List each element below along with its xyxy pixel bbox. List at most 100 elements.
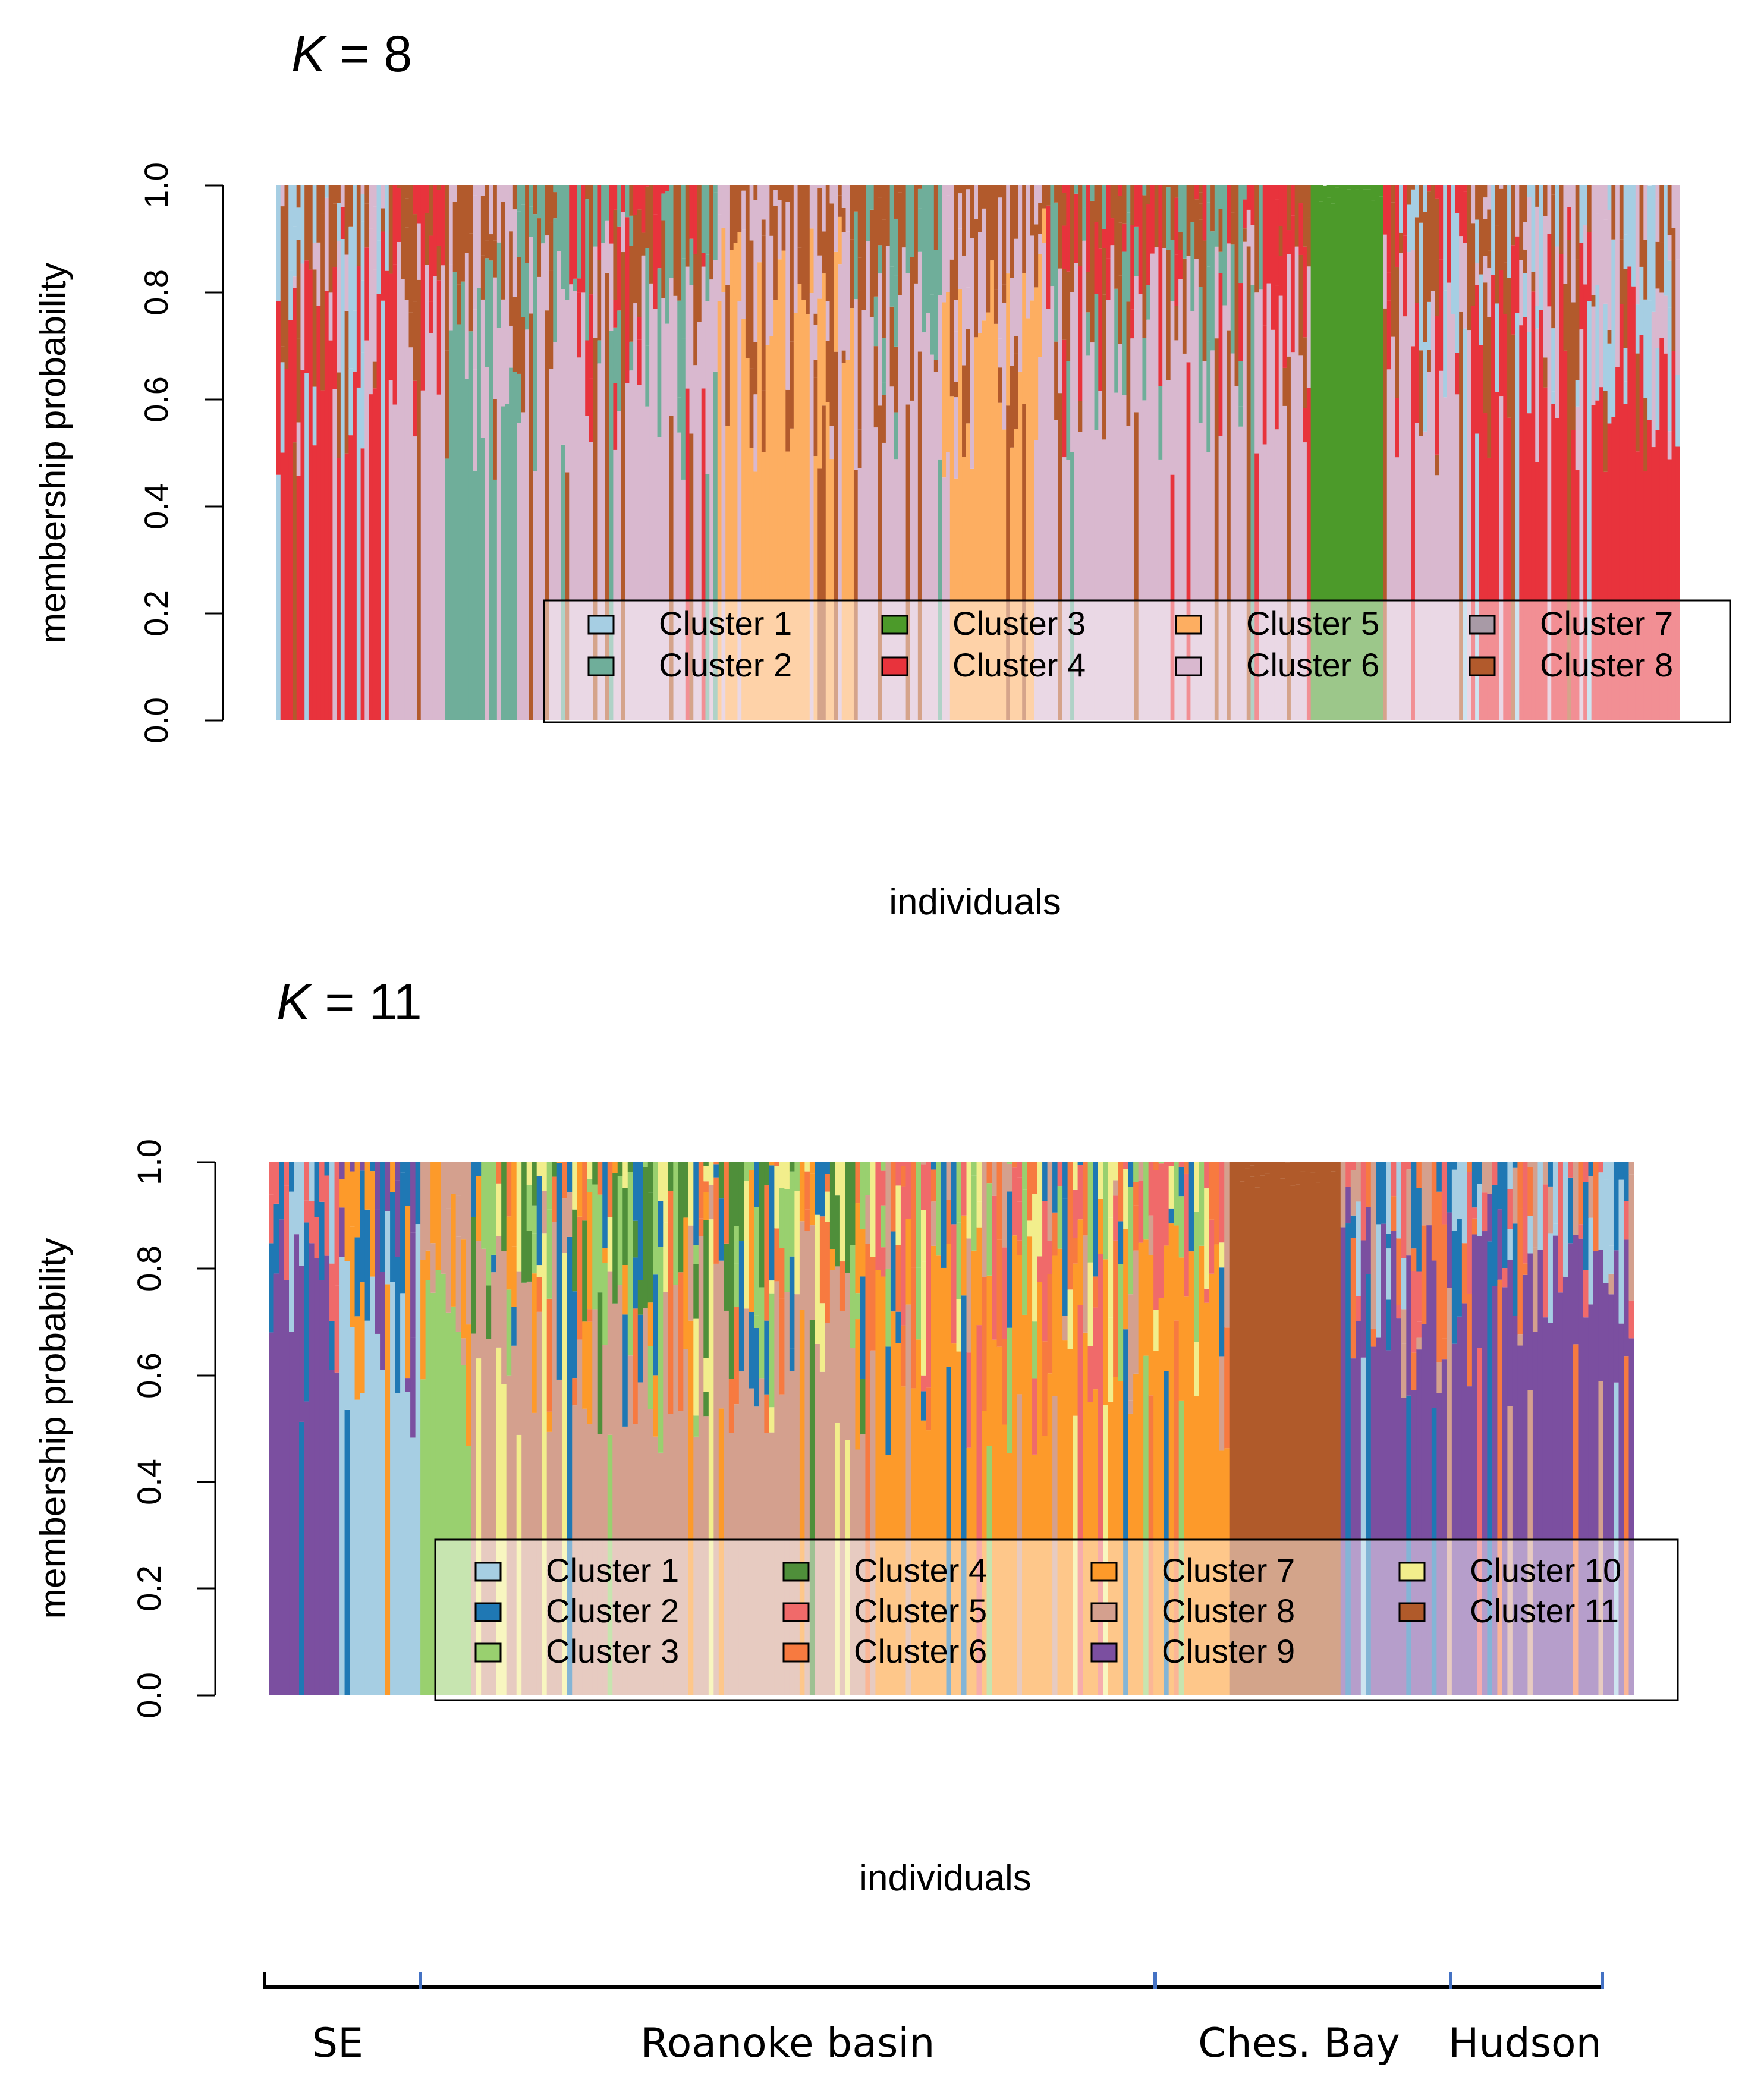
membership-bar-segment: [1290, 1162, 1296, 1186]
membership-bar-segment: [1527, 1216, 1533, 1254]
membership-bar-segment: [1094, 430, 1099, 720]
membership-bar-segment: [951, 1343, 957, 1695]
membership-bar-segment: [354, 1237, 360, 1317]
membership-bar-segment: [855, 1449, 861, 1695]
membership-bar-segment: [344, 254, 349, 311]
membership-bar-segment: [312, 243, 317, 270]
membership-bar-segment: [1331, 185, 1335, 204]
membership-bar-segment: [1455, 353, 1460, 395]
membership-bar-segment: [829, 311, 834, 426]
membership-bar-segment: [592, 1162, 598, 1185]
membership-bar-segment: [933, 372, 939, 720]
membership-bar-segment: [839, 1261, 846, 1311]
membership-bar-segment: [511, 1345, 517, 1695]
membership-bar-segment: [815, 1214, 820, 1344]
membership-bar-segment: [986, 1446, 992, 1695]
membership-bar-segment: [1436, 1362, 1442, 1393]
membership-bar-segment: [585, 185, 590, 200]
membership-bar-segment: [1479, 185, 1484, 275]
membership-bar-segment: [1126, 426, 1131, 720]
membership-bar-segment: [759, 1173, 765, 1288]
membership-bar-segment: [678, 1411, 684, 1695]
membership-bar-segment: [350, 1226, 356, 1327]
membership-bar-segment: [838, 264, 842, 720]
membership-bar-segment: [1239, 1181, 1245, 1695]
membership-bar-segment: [878, 245, 882, 260]
membership-bar-segment: [665, 185, 670, 191]
membership-bar-segment: [480, 438, 486, 720]
membership-bar-segment: [813, 359, 818, 378]
membership-bar-segment: [1282, 300, 1287, 368]
membership-bar-segment: [533, 358, 537, 471]
membership-bar-segment: [757, 185, 762, 263]
membership-bar-segment: [1007, 1162, 1013, 1164]
membership-bar-segment: [420, 1260, 426, 1380]
membership-bar-segment: [526, 1162, 532, 1185]
membership-bar-segment: [279, 1219, 285, 1695]
membership-bar-segment: [324, 1162, 330, 1176]
membership-bar-segment: [880, 1162, 886, 1171]
membership-bar-segment: [1507, 185, 1512, 278]
membership-bar-segment: [556, 1379, 562, 1695]
membership-bar-segment: [829, 426, 834, 460]
membership-bar-segment: [1098, 1162, 1103, 1199]
membership-bar-segment: [1170, 474, 1175, 720]
membership-bar-segment: [1303, 408, 1307, 443]
membership-bar-segment: [1479, 345, 1484, 720]
membership-bar-segment: [1108, 1401, 1114, 1695]
membership-bar-segment: [1094, 185, 1099, 222]
membership-bar-segment: [933, 185, 939, 250]
membership-bar-segment: [1401, 1162, 1407, 1258]
membership-bar-segment: [1206, 266, 1211, 342]
membership-bar-segment: [441, 1172, 446, 1274]
membership-bar-segment: [405, 1392, 411, 1695]
membership-bar-segment: [1271, 213, 1275, 330]
membership-bar-segment: [745, 358, 750, 720]
membership-bar-segment: [344, 1261, 350, 1410]
membership-bar-segment: [1611, 239, 1616, 304]
membership-bar-segment: [1675, 259, 1680, 375]
membership-bar-segment: [569, 185, 574, 285]
membership-bar-segment: [536, 1176, 542, 1266]
membership-bar-segment: [998, 402, 1003, 720]
membership-bar-segment: [1523, 249, 1528, 273]
membership-bar-segment: [1591, 306, 1596, 405]
membership-bar-segment: [1487, 185, 1492, 210]
membership-bar-segment: [1046, 309, 1051, 720]
membership-bar-segment: [625, 217, 630, 310]
membership-bar-segment: [1671, 351, 1676, 720]
membership-bar-segment: [1086, 185, 1091, 272]
membership-bar-segment: [1174, 306, 1179, 341]
membership-bar-segment: [1022, 273, 1027, 404]
membership-bar-segment: [348, 185, 353, 227]
membership-bar-segment: [537, 185, 542, 219]
membership-bar-segment: [920, 1375, 927, 1392]
membership-bar-segment: [978, 185, 983, 232]
membership-bar-segment: [673, 295, 678, 720]
membership-bar-segment: [705, 301, 710, 474]
membership-bar-segment: [395, 1162, 401, 1181]
membership-bar-segment: [1350, 1162, 1356, 1170]
membership-bar-segment: [797, 185, 802, 231]
membership-bar-segment: [390, 1282, 396, 1695]
membership-bar-segment: [1218, 416, 1223, 436]
membership-bar-segment: [597, 1292, 603, 1434]
legend-label: Cluster 8: [1540, 646, 1673, 684]
membership-bar-segment: [1399, 253, 1404, 720]
membership-bar-segment: [993, 323, 999, 720]
membership-bar-segment: [1174, 1320, 1180, 1695]
membership-bar-segment: [1007, 1163, 1013, 1192]
membership-bar-segment: [734, 1162, 740, 1226]
membership-bar-segment: [280, 362, 285, 453]
membership-bar-segment: [1595, 185, 1600, 214]
membership-bar-segment: [1178, 1257, 1184, 1401]
membership-bar-segment: [1198, 423, 1203, 720]
membership-bar-segment: [1014, 281, 1019, 336]
membership-bar-segment: [1202, 284, 1207, 361]
membership-bar-segment: [917, 188, 923, 209]
membership-bar-segment: [1290, 215, 1296, 353]
membership-bar-segment: [1487, 209, 1492, 251]
membership-bar-segment: [1178, 232, 1183, 250]
membership-bar-segment: [1243, 199, 1247, 229]
membership-bar-segment: [1583, 1317, 1589, 1695]
